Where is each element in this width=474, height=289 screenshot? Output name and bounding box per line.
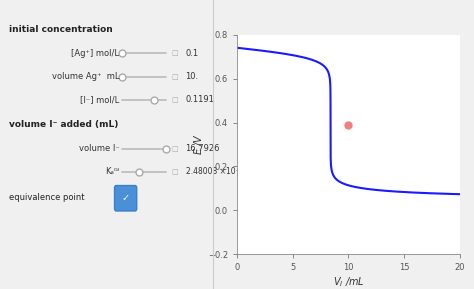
Text: □: □ (172, 97, 178, 103)
Text: ✓: ✓ (121, 193, 130, 203)
Text: initial concentration: initial concentration (9, 25, 112, 34)
Text: volume Ag⁺  mL: volume Ag⁺ mL (52, 72, 119, 81)
Text: □: □ (172, 146, 178, 152)
Text: 10.: 10. (185, 72, 199, 81)
Text: 0.1191: 0.1191 (185, 95, 214, 104)
Y-axis label: $E$ /V: $E$ /V (192, 134, 205, 155)
Text: [Ag⁺] mol/L: [Ag⁺] mol/L (72, 49, 119, 58)
Text: □: □ (172, 51, 178, 56)
Text: volume I⁻: volume I⁻ (79, 144, 119, 153)
Text: volume I⁻ added (mL): volume I⁻ added (mL) (9, 120, 118, 129)
Text: [I⁻] mol/L: [I⁻] mol/L (80, 95, 119, 104)
Text: □: □ (172, 74, 178, 79)
Text: Kₐᴳᴵ: Kₐᴳᴵ (105, 167, 119, 177)
Text: 0.1: 0.1 (185, 49, 199, 58)
Text: □: □ (172, 169, 178, 175)
Text: equivalence point: equivalence point (9, 193, 84, 203)
FancyBboxPatch shape (115, 186, 137, 211)
Text: 16.7926: 16.7926 (185, 144, 220, 153)
X-axis label: $V_I$ /mL: $V_I$ /mL (333, 275, 364, 289)
Text: 2.48008 ×10⁻¹⁴: 2.48008 ×10⁻¹⁴ (185, 167, 245, 177)
